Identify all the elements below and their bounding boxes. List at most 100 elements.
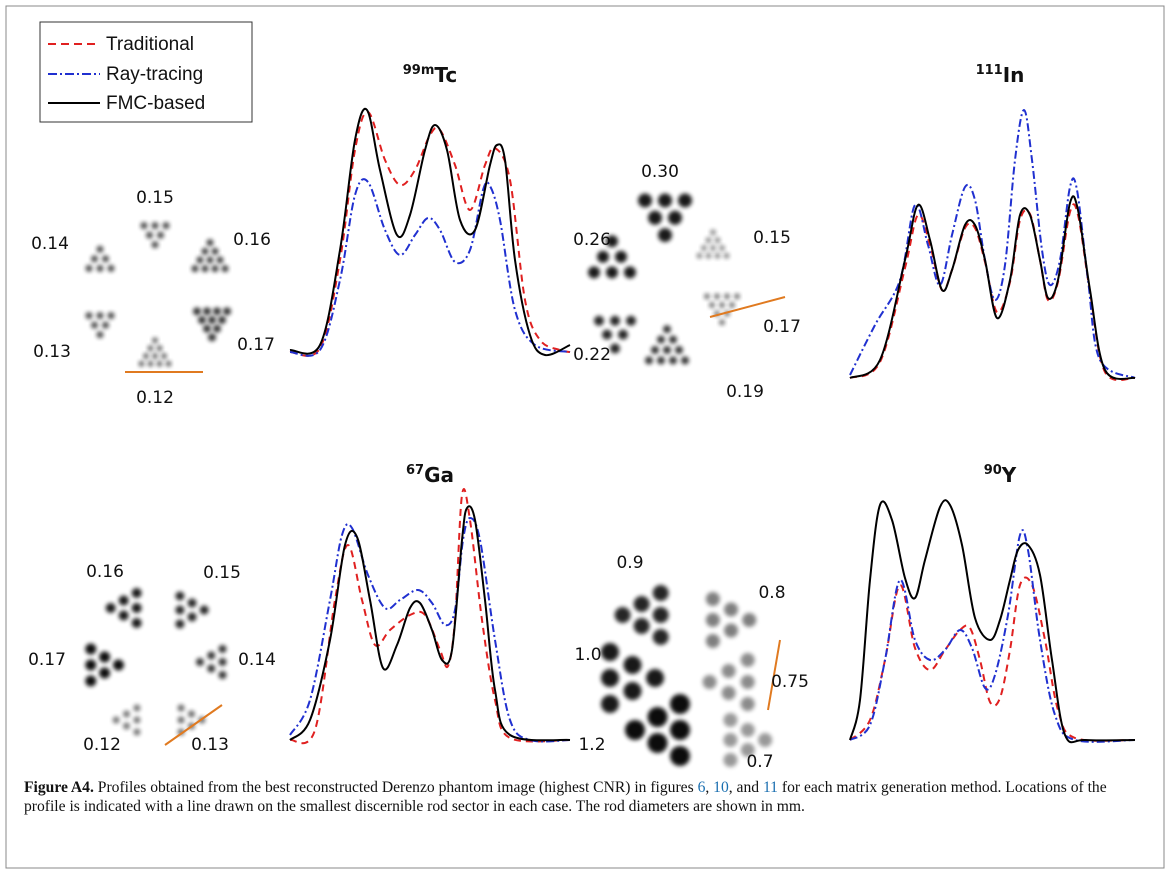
rod bbox=[669, 356, 677, 365]
rod bbox=[663, 346, 671, 354]
panel: 0.16 0.15 0.17 0.14 0.12 0.13 67Ga bbox=[28, 463, 571, 755]
rod bbox=[165, 360, 172, 367]
rod bbox=[131, 588, 142, 599]
rod bbox=[156, 360, 163, 367]
rod bbox=[217, 315, 226, 324]
rod bbox=[652, 606, 669, 623]
rod bbox=[658, 228, 672, 243]
rod bbox=[196, 256, 204, 264]
rod bbox=[617, 329, 628, 340]
rod bbox=[670, 745, 691, 766]
rod-label: 0.12 bbox=[83, 735, 121, 755]
profile-curve bbox=[849, 576, 1136, 742]
rod bbox=[740, 653, 755, 667]
panel-title: 99mTc bbox=[403, 63, 457, 87]
rod bbox=[85, 675, 97, 687]
rod bbox=[131, 602, 142, 613]
figure-link[interactable]: 6 bbox=[697, 779, 706, 796]
rod bbox=[714, 237, 721, 244]
rod bbox=[161, 353, 167, 359]
rod bbox=[652, 585, 669, 602]
rod bbox=[133, 704, 141, 712]
rod bbox=[216, 256, 224, 264]
phantom bbox=[85, 588, 227, 736]
rod bbox=[614, 250, 627, 263]
rod bbox=[91, 255, 99, 263]
rod bbox=[625, 315, 636, 326]
rod bbox=[696, 252, 703, 259]
rod bbox=[118, 610, 129, 621]
rod bbox=[143, 353, 149, 359]
rod bbox=[705, 612, 720, 627]
rod bbox=[758, 732, 773, 747]
rod bbox=[721, 664, 736, 678]
rod bbox=[657, 356, 665, 365]
rod bbox=[107, 264, 115, 272]
figure-link[interactable]: 10 bbox=[713, 779, 729, 796]
caption-label: Figure A4. bbox=[24, 779, 94, 796]
panel: 0.9 0.8 1.0 0.75 1.2 0.7 90Y bbox=[574, 463, 1136, 772]
profile-location bbox=[767, 639, 781, 711]
rod bbox=[723, 752, 738, 767]
rod bbox=[675, 346, 683, 354]
rod bbox=[646, 669, 665, 687]
profile-curve bbox=[289, 487, 571, 745]
phantom bbox=[85, 222, 231, 367]
profile-curve bbox=[289, 505, 571, 742]
panel-title: 67Ga bbox=[406, 463, 454, 487]
rod-label: 0.75 bbox=[771, 672, 809, 692]
rod bbox=[709, 302, 716, 309]
isotope-element: Tc bbox=[434, 63, 457, 87]
rod bbox=[105, 603, 116, 614]
panel: 0.15 0.16 0.14 0.13 0.17 0.12 99mTc bbox=[31, 63, 571, 408]
rod bbox=[221, 265, 229, 273]
rod bbox=[740, 723, 755, 738]
rod bbox=[146, 231, 153, 239]
rod bbox=[193, 307, 202, 316]
rod bbox=[206, 239, 214, 247]
rod bbox=[213, 307, 221, 316]
caption-text: , and bbox=[728, 779, 763, 796]
rod bbox=[668, 210, 682, 225]
rod bbox=[191, 265, 199, 273]
rod-label: 0.16 bbox=[233, 230, 271, 250]
legend-box bbox=[39, 21, 253, 123]
rod bbox=[733, 293, 740, 300]
rod bbox=[705, 633, 720, 648]
rod bbox=[705, 252, 712, 259]
rod bbox=[600, 669, 619, 687]
rod bbox=[123, 710, 131, 718]
caption-text: for each matrix generation method. Locat… bbox=[24, 779, 1107, 815]
rod bbox=[670, 694, 691, 715]
rod bbox=[112, 659, 124, 671]
figure-link[interactable]: 11 bbox=[762, 779, 778, 796]
rod bbox=[633, 617, 650, 634]
rod bbox=[606, 235, 619, 248]
rod-label: 0.17 bbox=[28, 650, 66, 670]
rod bbox=[203, 324, 211, 333]
rod bbox=[723, 252, 730, 259]
rod bbox=[623, 266, 636, 279]
rod-label: 0.15 bbox=[136, 188, 174, 208]
rod bbox=[112, 716, 120, 724]
rod bbox=[218, 645, 227, 653]
rod bbox=[147, 360, 154, 367]
rod bbox=[623, 656, 642, 674]
rod bbox=[151, 241, 159, 249]
rod bbox=[600, 643, 619, 661]
caption: Figure A4. Profiles obtained from the be… bbox=[24, 778, 1144, 816]
rod-label: 0.26 bbox=[573, 230, 611, 250]
rod bbox=[85, 659, 97, 671]
rod bbox=[187, 598, 197, 608]
isotope-mass: 67 bbox=[406, 463, 424, 478]
rod bbox=[218, 671, 227, 679]
rod bbox=[647, 707, 668, 728]
rod-label: 0.30 bbox=[641, 162, 679, 182]
rod-label: 0.14 bbox=[238, 650, 276, 670]
rod bbox=[206, 256, 214, 264]
rod bbox=[723, 733, 738, 748]
rod bbox=[728, 301, 735, 308]
profile-curve bbox=[849, 529, 1136, 743]
isotope-mass: 111 bbox=[976, 63, 1003, 78]
rod bbox=[218, 658, 227, 666]
